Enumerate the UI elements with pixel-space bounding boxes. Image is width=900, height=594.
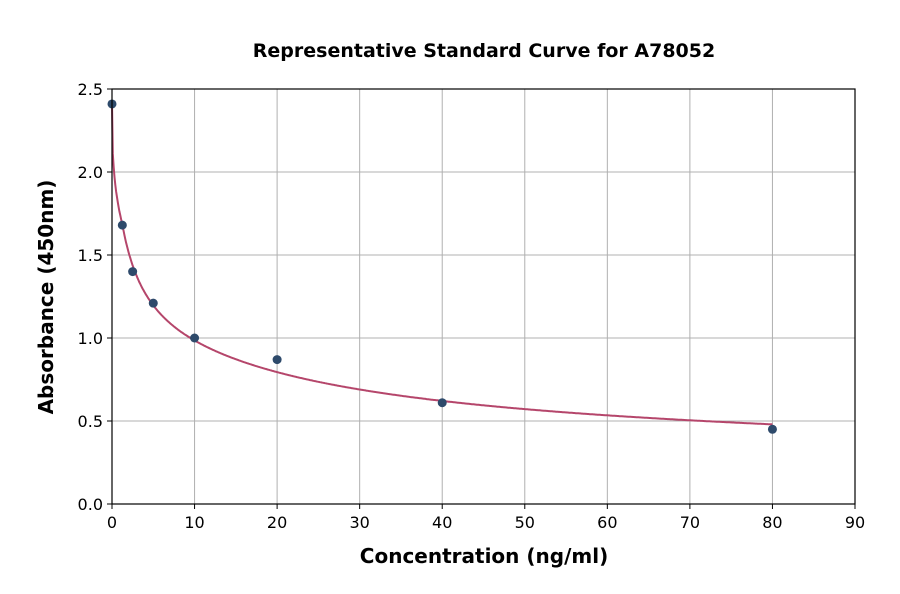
data-point — [148, 298, 158, 308]
x-tick-label: 40 — [432, 513, 452, 532]
x-tick-label: 10 — [184, 513, 204, 532]
y-tick-label: 2.0 — [78, 163, 103, 182]
x-ticks: 0 10 20 30 40 50 60 70 80 90 — [107, 504, 865, 532]
x-tick-label: 80 — [762, 513, 782, 532]
x-tick-label: 30 — [349, 513, 369, 532]
y-axis-label: Absorbance (450nm) — [34, 180, 58, 415]
x-tick-label: 70 — [680, 513, 700, 532]
y-tick-label: 0.5 — [78, 412, 103, 431]
data-point — [128, 267, 138, 277]
y-tick-label: 1.5 — [78, 246, 103, 265]
x-tick-label: 20 — [267, 513, 287, 532]
x-tick-label: 50 — [515, 513, 535, 532]
y-tick-label: 0.0 — [78, 495, 103, 514]
y-tick-label: 2.5 — [78, 80, 103, 99]
data-point — [272, 355, 282, 365]
data-points — [107, 99, 777, 434]
data-point — [767, 424, 777, 434]
data-point — [190, 333, 200, 343]
plot-frame — [111, 88, 856, 505]
y-tick-label: 1.0 — [78, 329, 103, 348]
x-tick-label: 0 — [107, 513, 117, 532]
grid — [111, 88, 856, 505]
x-tick-label: 90 — [845, 513, 865, 532]
chart-title: Representative Standard Curve for A78052 — [253, 40, 715, 62]
x-tick-label: 60 — [597, 513, 617, 532]
data-point — [117, 220, 127, 230]
data-point — [437, 398, 447, 408]
y-ticks: 0.0 0.5 1.0 1.5 2.0 2.5 — [78, 80, 112, 514]
x-axis-label: Concentration (ng/ml) — [360, 544, 608, 568]
